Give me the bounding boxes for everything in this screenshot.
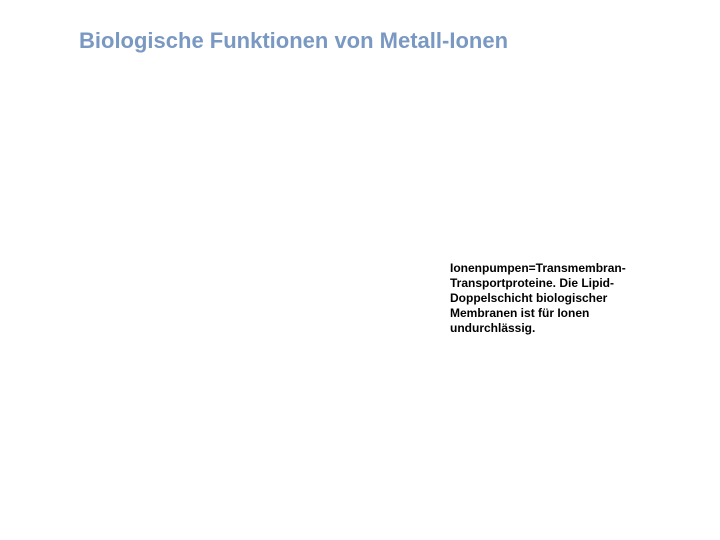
slide: Biologische Funktionen von Metall-Ionen … [0, 0, 720, 540]
slide-title: Biologische Funktionen von Metall-Ionen [79, 28, 508, 54]
body-text: Ionenpumpen=Transmembran-Transportprotei… [450, 261, 635, 336]
